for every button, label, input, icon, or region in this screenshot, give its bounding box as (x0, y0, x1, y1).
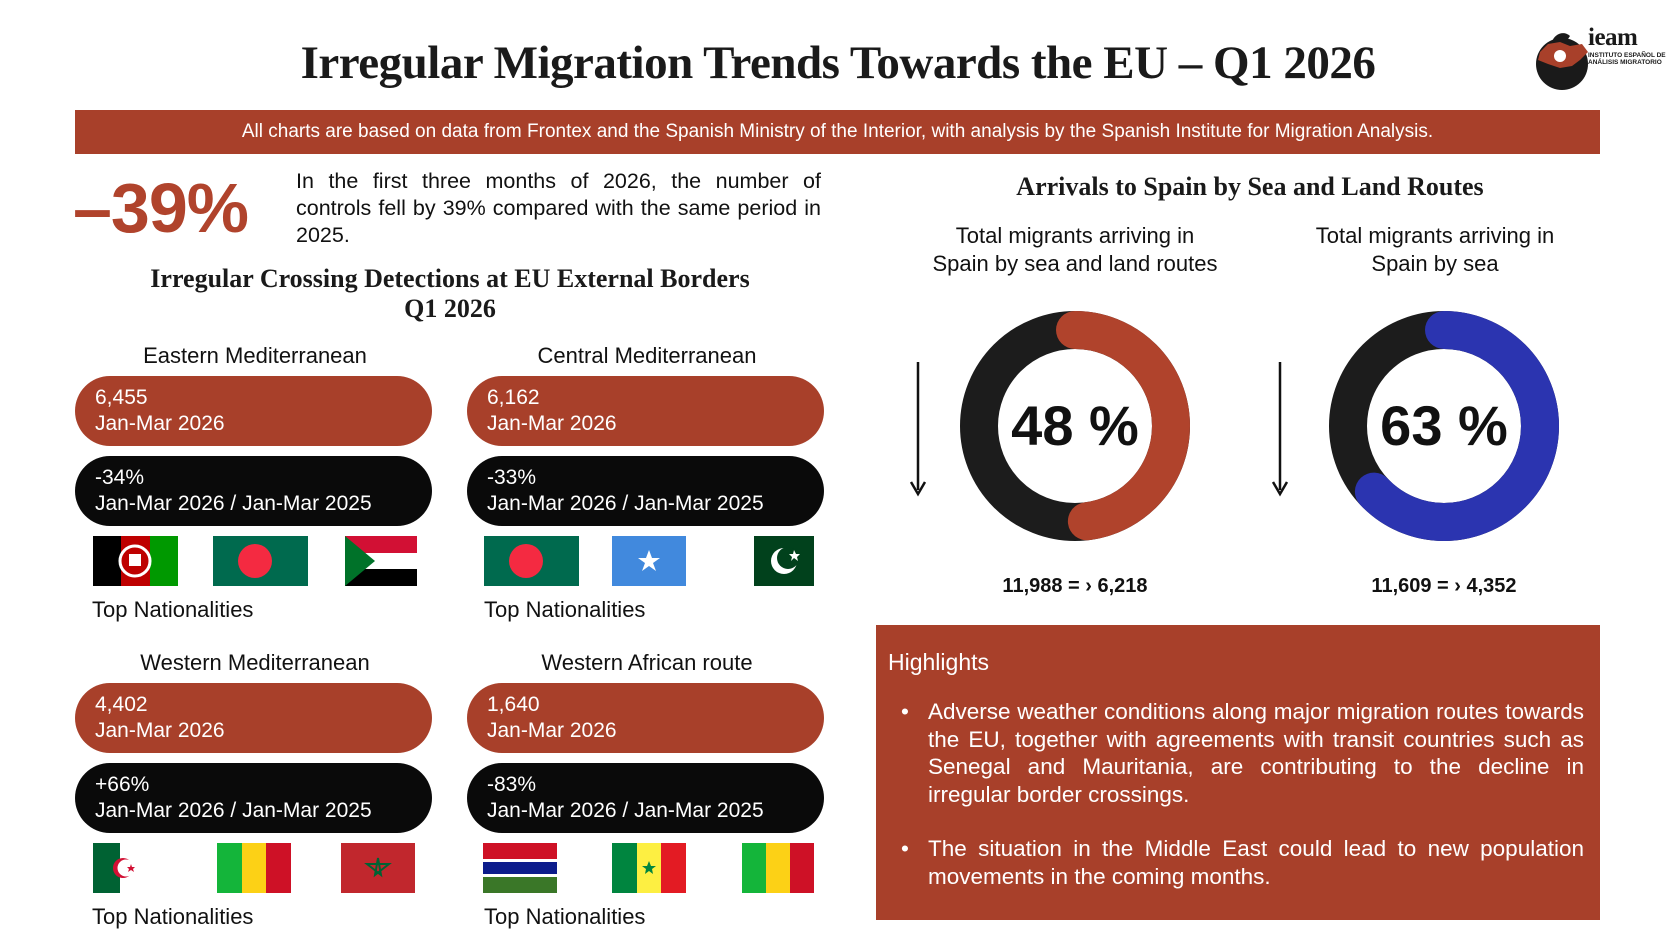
algeria-flag (93, 843, 146, 893)
crossings-section-title: Irregular Crossing Detections at EU Exte… (80, 264, 820, 324)
detections-period: Jan-Mar 2026 (487, 412, 617, 435)
gambia-flag (483, 843, 557, 893)
somalia-flag (612, 536, 686, 586)
change-value: -33% (487, 466, 537, 489)
highlight-item: Adverse weather conditions along major m… (888, 698, 1584, 808)
top-nationality-flags (467, 843, 824, 895)
change-pill: -34% Jan-Mar 2026 / Jan-Mar 2025 (75, 456, 432, 526)
change-comparison: Jan-Mar 2026 / Jan-Mar 2025 (487, 492, 764, 515)
caption-line2: Spain by sea and land routes (932, 251, 1218, 276)
highlights-box: Highlights Adverse weather conditions al… (876, 625, 1600, 920)
change-value: -34% (95, 466, 145, 489)
bangladesh-flag (213, 536, 308, 586)
detections-period: Jan-Mar 2026 (487, 719, 617, 742)
detections-value: 6,162 (487, 386, 540, 409)
logo-subtitle: INSTITUTO ESPAÑOL DE ANÁLISIS MIGRATORIO (1588, 52, 1666, 66)
donut-arc (960, 311, 1190, 541)
bangladesh-flag (484, 536, 579, 586)
route-name: Western African route (541, 650, 753, 675)
caption-line2: Spain by sea (1371, 251, 1499, 276)
mali-flag (217, 843, 291, 893)
donut-caption-sea-land: Total migrants arriving in Spain by sea … (910, 222, 1240, 278)
detections-period: Jan-Mar 2026 (95, 412, 225, 435)
crossings-title-line2: Q1 2026 (404, 294, 496, 323)
detections-pill: 1,640 Jan-Mar 2026 (467, 683, 824, 753)
pakistan-flag (744, 536, 814, 586)
highlights-list: Adverse weather conditions along major m… (888, 698, 1584, 890)
page-title: Irregular Migration Trends Towards the E… (300, 37, 1376, 89)
donut-caption-sea: Total migrants arriving in Spain by sea (1270, 222, 1600, 278)
headline-description: In the first three months of 2026, the n… (296, 169, 821, 247)
top-nationality-flags (75, 536, 432, 588)
donut-percent-label: 48 % (1011, 394, 1139, 457)
change-pill: +66% Jan-Mar 2026 / Jan-Mar 2025 (75, 763, 432, 833)
top-nationalities-label: Top Nationalities (92, 597, 254, 622)
detections-pill: 6,455 Jan-Mar 2026 (75, 376, 432, 446)
top-nationality-flags (467, 536, 824, 588)
afghanistan-flag (93, 536, 178, 586)
detections-value: 6,455 (95, 386, 148, 409)
mali-flag (742, 843, 814, 893)
logo-wordmark: ieam (1588, 24, 1638, 51)
arrivals-flow-sea: 11,609 = › 4,352 (1371, 575, 1517, 597)
change-comparison: Jan-Mar 2026 / Jan-Mar 2025 (95, 492, 372, 515)
donut-chart-sea: 63 % (1324, 306, 1564, 546)
donut-chart-sea-land: 48 % (955, 306, 1195, 546)
crossings-title-line1: Irregular Crossing Detections at EU Exte… (150, 264, 750, 293)
arrivals-flow-sea-land: 11,988 = › 6,218 (1002, 575, 1148, 597)
senegal-flag (612, 843, 686, 893)
change-value: -83% (487, 773, 537, 796)
detections-pill: 4,402 Jan-Mar 2026 (75, 683, 432, 753)
top-nationalities-label: Top Nationalities (484, 904, 646, 929)
route-name: Eastern Mediterranean (143, 343, 367, 368)
detections-value: 1,640 (487, 693, 540, 716)
change-pill: -83% Jan-Mar 2026 / Jan-Mar 2025 (467, 763, 824, 833)
donut-percent-label: 63 % (1380, 394, 1508, 457)
change-comparison: Jan-Mar 2026 / Jan-Mar 2025 (95, 799, 372, 822)
highlights-title: Highlights (888, 649, 989, 675)
down-arrow-icon (1271, 362, 1289, 497)
sudan-flag (345, 536, 417, 586)
change-value: +66% (95, 773, 150, 796)
route-name: Central Mediterranean (537, 343, 757, 368)
ieam-logo: ieam INSTITUTO ESPAÑOL DE ANÁLISIS MIGRA… (1530, 22, 1666, 92)
top-nationality-flags (75, 843, 432, 895)
caption-line1: Total migrants arriving in (1315, 223, 1555, 248)
caption-line1: Total migrants arriving in (955, 223, 1195, 248)
change-pill: -33% Jan-Mar 2026 / Jan-Mar 2025 (467, 456, 824, 526)
top-nationalities-label: Top Nationalities (484, 597, 646, 622)
detections-value: 4,402 (95, 693, 148, 716)
arrivals-section-title: Arrivals to Spain by Sea and Land Routes (1016, 172, 1484, 201)
detections-period: Jan-Mar 2026 (95, 719, 225, 742)
source-banner: All charts are based on data from Fronte… (75, 110, 1600, 154)
highlight-item: The situation in the Middle East could l… (888, 835, 1584, 890)
top-nationalities-label: Top Nationalities (92, 904, 254, 929)
donut-arc (1329, 311, 1559, 541)
spain-map-logo-icon (1536, 33, 1588, 90)
detections-pill: 6,162 Jan-Mar 2026 (467, 376, 824, 446)
route-name: Western Mediterranean (140, 650, 370, 675)
change-comparison: Jan-Mar 2026 / Jan-Mar 2025 (487, 799, 764, 822)
down-arrow-icon (909, 362, 927, 497)
headline-percent: –39% (73, 169, 249, 247)
morocco-flag (341, 843, 415, 893)
